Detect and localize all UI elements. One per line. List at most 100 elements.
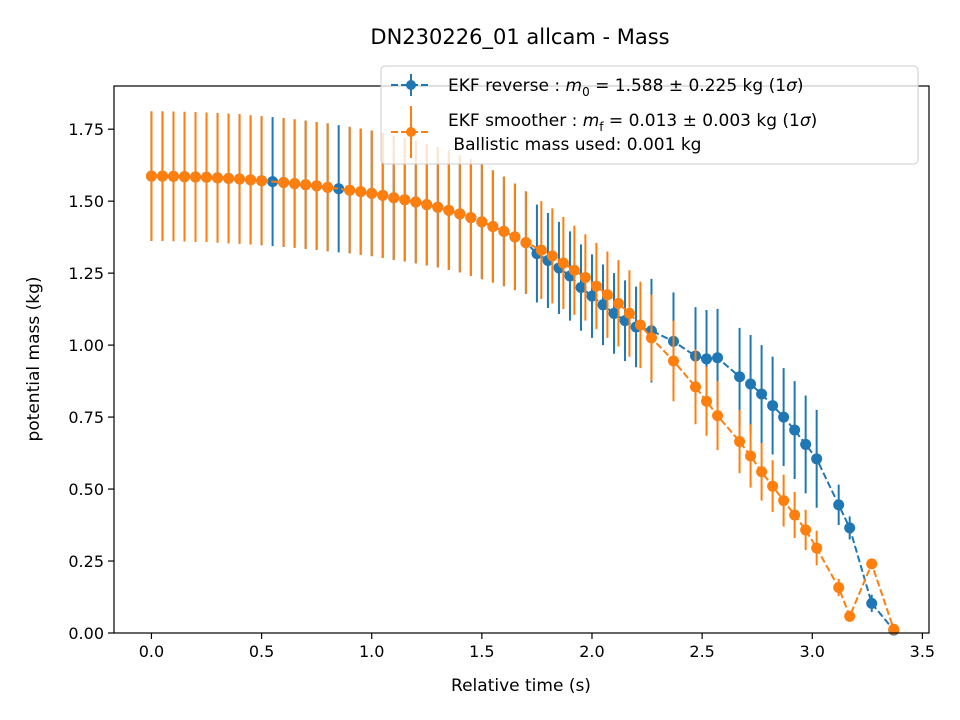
y-tick-label: 0.50 — [68, 480, 104, 499]
legend-label-smoother: EKF smoother : mf = 0.013 ± 0.003 kg (1σ… — [448, 111, 817, 134]
data-point — [767, 480, 779, 492]
data-point — [645, 332, 657, 344]
data-point — [278, 176, 290, 188]
data-point — [767, 400, 779, 412]
data-point — [201, 171, 213, 183]
data-point — [756, 466, 768, 478]
y-tick-label: 1.75 — [68, 120, 104, 139]
data-point — [300, 179, 312, 191]
data-point — [388, 192, 400, 204]
data-point — [745, 450, 757, 462]
data-point — [590, 280, 602, 292]
data-point — [756, 388, 768, 400]
y-tick-label: 1.25 — [68, 264, 104, 283]
data-point — [498, 225, 510, 237]
x-tick-label: 3.0 — [800, 642, 825, 661]
data-point — [212, 172, 224, 184]
legend-label-ballistic: Ballistic mass used: 0.001 kg — [448, 135, 701, 155]
data-point — [844, 610, 856, 622]
x-tick-label: 1.5 — [469, 642, 494, 661]
data-point — [234, 173, 246, 185]
data-point — [465, 212, 477, 224]
data-point — [608, 307, 620, 319]
data-point — [311, 180, 323, 192]
legend: EKF reverse : m0 = 1.588 ± 0.225 kg (1σ)… — [380, 65, 919, 165]
data-point — [289, 178, 301, 190]
data-point — [344, 184, 356, 196]
data-point — [833, 582, 845, 594]
data-point — [322, 181, 334, 193]
data-point — [410, 196, 422, 208]
data-point — [178, 171, 190, 183]
data-point — [575, 282, 587, 294]
data-point — [454, 208, 466, 220]
data-point — [690, 381, 702, 393]
x-axis-label: Relative time (s) — [451, 676, 591, 696]
y-tick-label: 0.25 — [68, 552, 104, 571]
data-point — [811, 453, 823, 465]
legend-marker-reverse — [391, 74, 431, 96]
data-point — [167, 170, 179, 182]
y-tick-label: 0.75 — [68, 408, 104, 427]
chart-title: DN230226_01 allcam - Mass — [370, 25, 669, 50]
data-point — [432, 201, 444, 213]
y-tick-label: 1.50 — [68, 192, 104, 211]
data-point — [535, 244, 547, 256]
x-tick-label: 3.5 — [910, 642, 935, 661]
data-point — [778, 495, 790, 507]
x-tick-label: 0.0 — [139, 642, 164, 661]
legend-marker-smoother — [391, 106, 431, 158]
data-point — [377, 189, 389, 201]
data-point — [844, 522, 856, 534]
data-point — [701, 395, 713, 407]
data-point — [866, 558, 878, 570]
plot-area — [145, 111, 900, 636]
data-point — [811, 542, 823, 554]
data-point — [778, 411, 790, 423]
data-point — [634, 319, 646, 331]
data-point — [256, 175, 268, 187]
data-point — [712, 410, 724, 422]
data-point — [245, 174, 257, 186]
data-point — [623, 307, 635, 319]
data-point — [789, 509, 801, 521]
data-point — [888, 623, 900, 635]
data-point — [546, 250, 558, 262]
data-point — [866, 597, 878, 609]
data-point — [509, 231, 521, 243]
x-tick-label: 2.0 — [579, 642, 604, 661]
data-point — [800, 438, 812, 450]
data-point — [333, 183, 345, 195]
data-point — [612, 297, 624, 309]
data-point — [190, 171, 201, 183]
data-point — [601, 289, 613, 301]
data-point — [487, 220, 499, 232]
data-point — [800, 524, 812, 536]
y-tick-label: 1.00 — [68, 336, 104, 355]
data-point — [579, 271, 591, 283]
legend-label-reverse: EKF reverse : m0 = 1.588 ± 0.225 kg (1σ) — [448, 76, 803, 99]
data-point — [789, 424, 801, 436]
data-point — [712, 352, 724, 364]
data-point — [734, 371, 746, 383]
x-tick-label: 0.5 — [249, 642, 274, 661]
x-tick-label: 2.5 — [689, 642, 714, 661]
data-point — [701, 353, 713, 365]
data-point — [443, 204, 455, 216]
data-point — [399, 194, 411, 206]
x-tick-label: 1.0 — [359, 642, 384, 661]
y-axis-label: potential mass (kg) — [24, 276, 44, 441]
data-point — [586, 290, 598, 302]
legend-box — [380, 65, 919, 165]
data-point — [597, 299, 609, 311]
data-point — [355, 186, 367, 198]
data-point — [745, 378, 757, 390]
data-point — [568, 264, 580, 276]
x-axis: 0.0 0.5 1.0 1.5 2.0 2.5 3.0 3.5 — [139, 633, 935, 661]
data-point — [557, 257, 569, 269]
data-point — [366, 187, 378, 199]
data-point — [833, 499, 845, 511]
y-axis: 0.00 0.25 0.50 0.75 1.00 1.25 1.50 1.75 — [68, 120, 114, 643]
data-point — [734, 436, 746, 448]
